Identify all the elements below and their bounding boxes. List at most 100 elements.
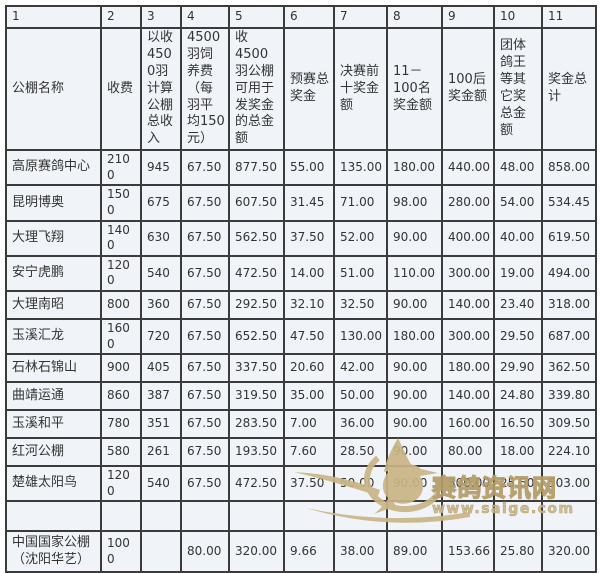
column-number-cell: 4 <box>180 5 230 29</box>
value-cell: 7.00 <box>283 409 335 440</box>
value-cell: 1200 <box>100 254 142 292</box>
value-cell: 31.45 <box>283 184 335 222</box>
value-cell: 945 <box>140 149 182 187</box>
loft-name-cell: 安宁虎鹏 <box>5 254 102 292</box>
table-row: 安宁虎鹏 1200 540 67.50 472.50 14.00 51.00 110.00 30… <box>5 254 597 292</box>
value-cell: 90.00 <box>386 289 443 320</box>
value-cell <box>493 500 543 533</box>
value-cell: 494.00 <box>541 254 597 292</box>
table-row: 红河公棚 580 261 67.50 193.50 7.60 28.50 90.00 80.00… <box>5 437 597 468</box>
value-cell: 140.00 <box>441 289 495 320</box>
column-number-cell: 2 <box>100 5 142 29</box>
value-cell: 50.00 <box>333 465 388 503</box>
loft-name-cell: 中国国家公棚（沈阳华艺） <box>5 530 102 573</box>
value-cell: 29.90 <box>493 353 543 384</box>
value-cell: 80.00 <box>180 530 230 573</box>
value-cell: 140.00 <box>441 381 495 412</box>
value-cell: 180.00 <box>386 149 443 187</box>
value-cell: 98.00 <box>386 184 443 222</box>
column-header-cell: 预赛总奖金 <box>283 26 335 152</box>
column-number-cell: 6 <box>283 5 335 29</box>
loft-name-cell: 大理飞翔 <box>5 219 102 257</box>
value-cell: 300.00 <box>441 254 495 292</box>
value-cell: 19.00 <box>493 254 543 292</box>
value-cell: 292.50 <box>228 289 285 320</box>
value-cell: 1200 <box>100 465 142 503</box>
value-cell: 55.00 <box>283 149 335 187</box>
value-cell: 440.00 <box>441 149 495 187</box>
value-cell: 14.00 <box>283 254 335 292</box>
value-cell: 67.50 <box>180 149 230 187</box>
value-cell: 362.50 <box>541 353 597 384</box>
value-cell: 687.00 <box>541 317 597 356</box>
value-cell: 90.00 <box>386 381 443 412</box>
value-cell: 540 <box>140 465 182 503</box>
loft-name-cell: 楚雄太阳鸟 <box>5 465 102 503</box>
value-cell: 534.45 <box>541 184 597 222</box>
value-cell: 90.00 <box>386 219 443 257</box>
value-cell: 35.00 <box>283 381 335 412</box>
value-cell: 67.50 <box>180 353 230 384</box>
value-cell: 80.00 <box>441 437 495 468</box>
table-body: 高原赛鸽中心 2100 945 67.50 877.50 55.00 135.00 180.0… <box>5 149 597 573</box>
column-header-cell: 4500羽饲养费（每羽平均150元） <box>180 26 230 152</box>
value-cell: 20.60 <box>283 353 335 384</box>
value-cell: 67.50 <box>180 409 230 440</box>
value-cell: 90.00 <box>386 465 443 503</box>
value-cell: 193.50 <box>228 437 285 468</box>
value-cell <box>180 500 230 533</box>
value-cell: 320.00 <box>228 530 285 573</box>
value-cell: 9.66 <box>283 530 335 573</box>
column-number-cell: 10 <box>493 5 543 29</box>
value-cell: 800 <box>100 289 142 320</box>
value-cell: 50.00 <box>333 381 388 412</box>
value-cell: 130.00 <box>333 317 388 356</box>
column-header-cell: 以收4500羽计算公棚总收入 <box>140 26 182 152</box>
loft-name-cell: 高原赛鸽中心 <box>5 149 102 187</box>
value-cell: 67.50 <box>180 317 230 356</box>
column-header-cell: 100后奖金额 <box>441 26 495 152</box>
value-cell: 472.50 <box>228 254 285 292</box>
value-cell: 67.50 <box>180 254 230 292</box>
value-cell <box>441 500 495 533</box>
column-number-cell: 3 <box>140 5 182 29</box>
value-cell <box>386 500 443 533</box>
value-cell: 261 <box>140 437 182 468</box>
value-cell: 607.50 <box>228 184 285 222</box>
value-cell: 720 <box>140 317 182 356</box>
loft-name-cell: 石林石锦山 <box>5 353 102 384</box>
value-cell: 29.50 <box>493 317 543 356</box>
table-row: 大理南昭 800 360 67.50 292.50 32.10 32.50 90.00 140.… <box>5 289 597 320</box>
value-cell: 28.50 <box>333 437 388 468</box>
value-cell <box>140 500 182 533</box>
value-cell: 18.00 <box>493 437 543 468</box>
value-cell <box>228 500 285 533</box>
value-cell: 619.50 <box>541 219 597 257</box>
value-cell: 224.10 <box>541 437 597 468</box>
column-number-row: 1 2 3 4 5 6 7 8 9 10 11 <box>5 5 597 29</box>
fees-prizes-table: 1 2 3 4 5 6 7 8 9 10 11 公棚名称 收费 以收4500羽计… <box>5 5 597 573</box>
table-row: 大理飞翔 1400 630 67.50 562.50 37.50 52.00 90.00 400… <box>5 219 597 257</box>
value-cell: 7.60 <box>283 437 335 468</box>
table-row: 石林石锦山 900 405 67.50 337.50 20.60 42.00 90.00 180… <box>5 353 597 384</box>
value-cell: 110.00 <box>386 254 443 292</box>
value-cell: 858.00 <box>541 149 597 187</box>
value-cell: 309.50 <box>541 409 597 440</box>
column-header-cell: 决赛前十奖金额 <box>333 26 388 152</box>
value-cell: 23.40 <box>493 289 543 320</box>
column-number-cell: 7 <box>333 5 388 29</box>
value-cell: 300.00 <box>441 317 495 356</box>
table-row: 昆明博奥 1500 675 67.50 607.50 31.45 71.00 98.00 280… <box>5 184 597 222</box>
column-number-cell: 8 <box>386 5 443 29</box>
value-cell: 67.50 <box>180 465 230 503</box>
value-cell: 54.00 <box>493 184 543 222</box>
loft-name-cell: 大理南昭 <box>5 289 102 320</box>
value-cell: 90.00 <box>386 409 443 440</box>
loft-name-cell: 曲靖运通 <box>5 381 102 412</box>
value-cell: 48.00 <box>493 149 543 187</box>
value-cell: 42.00 <box>333 353 388 384</box>
value-cell: 652.50 <box>228 317 285 356</box>
value-cell <box>541 500 597 533</box>
value-cell: 630 <box>140 219 182 257</box>
table-row: 高原赛鸽中心 2100 945 67.50 877.50 55.00 135.00 180.0… <box>5 149 597 187</box>
